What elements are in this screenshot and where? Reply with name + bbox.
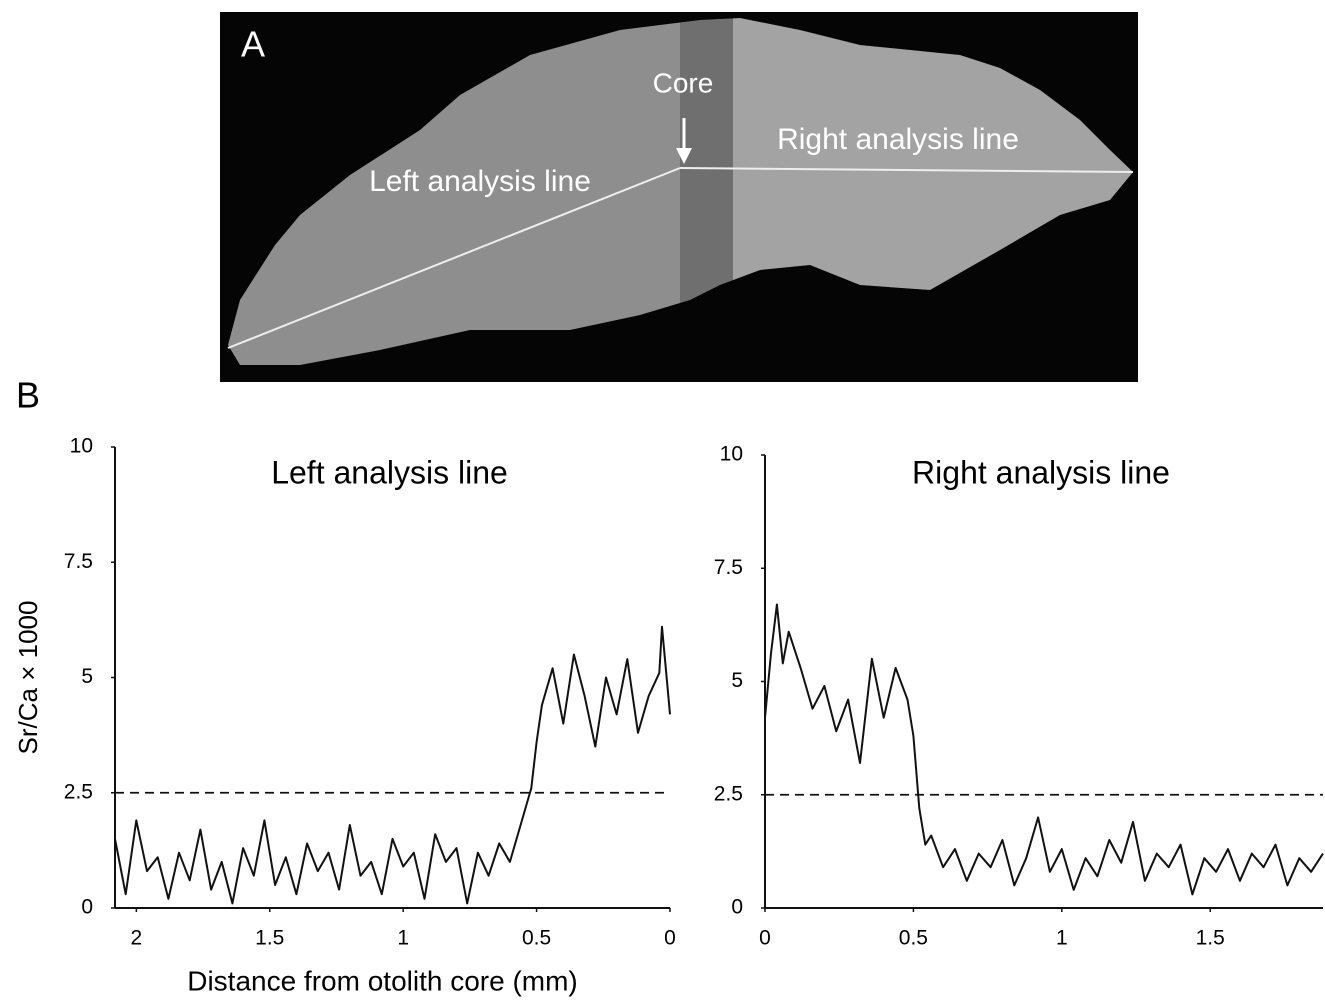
left-analysis-line [227, 167, 681, 349]
right-analysis-line [679, 167, 1134, 173]
y-tick-label: 0 [81, 896, 93, 919]
panel-label: A [241, 24, 265, 65]
annotation: Left analysis line [369, 165, 591, 198]
y-tick-label: 0 [731, 896, 743, 919]
chart-title: Left analysis line [271, 454, 508, 490]
x-tick-label: 2 [131, 927, 143, 950]
annotation: Core [653, 67, 714, 98]
y-tick-label: 7.5 [714, 556, 743, 579]
data-line [764, 603, 1324, 896]
x-tick-label: 1.5 [255, 927, 284, 950]
x-tick-label: 1 [397, 927, 409, 950]
annotation: Right analysis line [777, 123, 1019, 156]
x-tick-label: 0 [664, 927, 676, 950]
x-tick-label: 0 [759, 927, 771, 950]
x-tick-label: 0.5 [522, 927, 551, 950]
y-tick-label: 10 [720, 443, 743, 466]
y-tick-label: 2.5 [714, 782, 743, 805]
panel-a-photo: A Core Right analysis line Left analysis… [220, 12, 1138, 382]
chart-title: Right analysis line [912, 454, 1170, 490]
core-arrowhead [676, 148, 692, 164]
y-tick-label: 5 [81, 665, 93, 688]
x-tick-label: 0.5 [899, 927, 928, 950]
x-axis-label: Distance from otolith core (mm) [187, 965, 578, 996]
y-tick-label: 7.5 [64, 550, 93, 573]
x-tick-label: 1.5 [1196, 927, 1225, 950]
y-tick-label: 10 [70, 435, 93, 458]
x-tick-label: 1 [1056, 927, 1068, 950]
y-tick-label: 5 [731, 669, 743, 692]
data-line [114, 625, 671, 905]
y-tick-label: 2.5 [64, 780, 93, 803]
y-axis-label: Sr/Ca × 1000 [13, 601, 43, 755]
panel-label: B [16, 375, 40, 416]
